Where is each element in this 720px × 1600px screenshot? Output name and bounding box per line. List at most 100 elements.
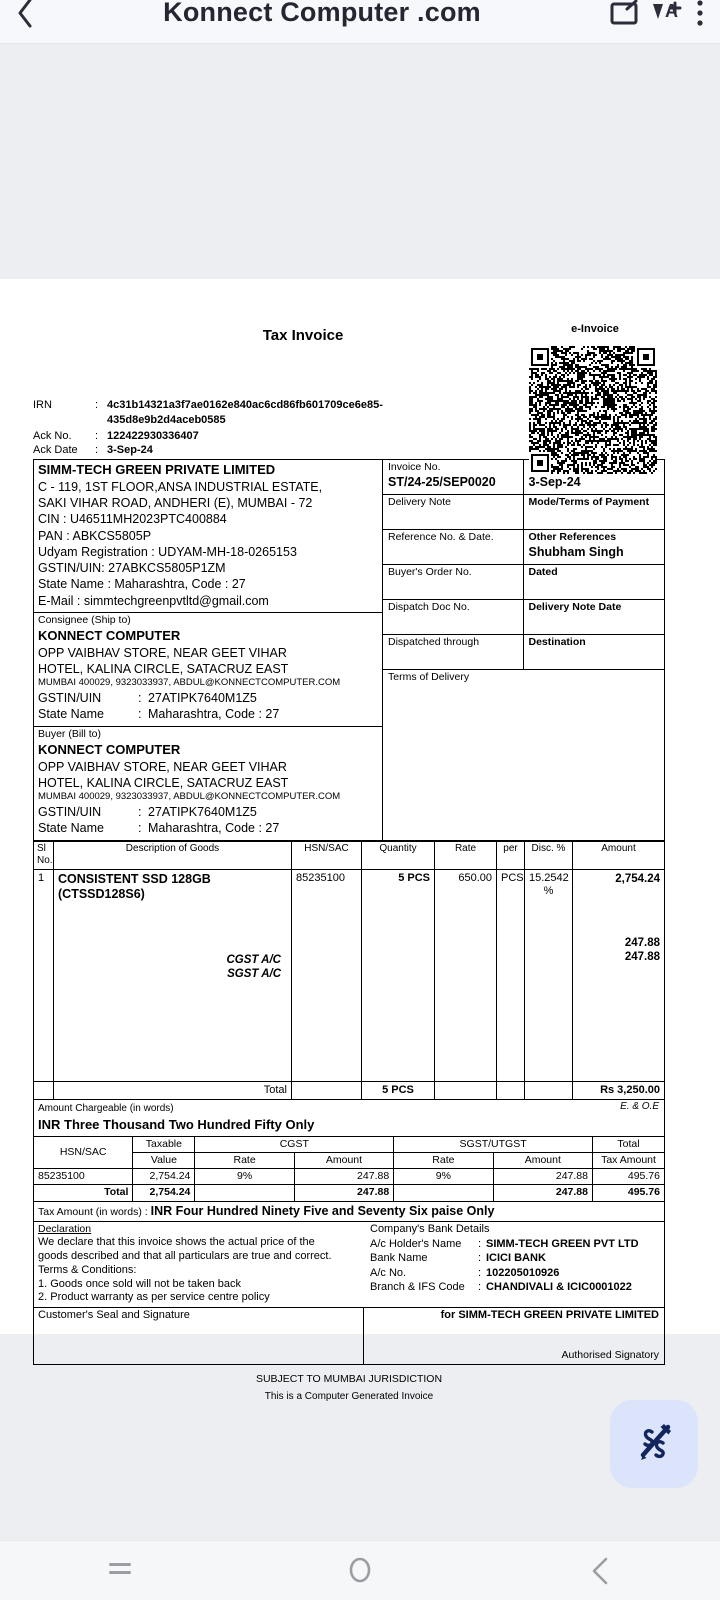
invoice-detail-left: Dispatched through: [383, 635, 524, 669]
android-navigation-bar: [0, 1540, 720, 1600]
invoice-detail-left-label: Terms of Delivery: [388, 671, 470, 683]
invoice-detail-left: Reference No. & Date.: [383, 530, 524, 564]
back-chevron-icon: [583, 1551, 617, 1590]
ack-date-value: 3-Sep-24: [107, 444, 153, 457]
items-total-row: Total 5 PCS Rs 3,250.00: [33, 1080, 665, 1101]
invoice-document: Tax Invoice e-Invoice IRN : 4c31b14321a3…: [32, 299, 665, 1404]
item-amount: 2,754.24: [615, 872, 660, 885]
home-button[interactable]: [300, 1541, 420, 1600]
buyer-section-label: Buyer (Bill to): [34, 725, 382, 742]
tax-total-amount: 495.76: [592, 1184, 665, 1202]
parties-column: SIMM-TECH GREEN PRIVATE LIMITED C - 119,…: [34, 460, 383, 840]
item-quantity: 5 PCS: [361, 868, 435, 1082]
bank-ifsc-colon: :: [478, 1280, 482, 1293]
page-title: Tax Invoice: [262, 327, 344, 344]
item-per: PCS: [496, 868, 525, 1082]
tax-col-cgst-rate: Rate: [194, 1152, 295, 1170]
tax-total-sgst-rate: [393, 1184, 494, 1202]
irn-row: IRN : 4c31b14321a3f7ae0162e840ac6cd86fb6…: [33, 399, 383, 413]
computer-generated-note: This is a Computer Generated Invoice: [264, 1391, 434, 1403]
terms-line-2: 2. Product warranty as per service centr…: [38, 1291, 270, 1304]
col-header-description: Description of Goods: [53, 840, 292, 870]
app-bar-title: Konnect Computer .com: [163, 0, 481, 27]
seller-state: State Name : Maharashtra, Code : 27: [38, 577, 246, 592]
consignee-state-value: Maharashtra, Code : 27: [148, 707, 280, 722]
tax-row-total-tax: 495.76: [592, 1168, 665, 1186]
bank-account-label: A/c No.: [370, 1266, 407, 1279]
back-chevron-icon[interactable]: [14, 0, 36, 30]
item-discount: 15.2542 %: [524, 868, 573, 1082]
buyer-address-2: HOTEL, KALINA CIRCLE, SATACRUZ EAST: [38, 775, 289, 790]
invoice-detail-right-value: 3-Sep-24: [528, 475, 581, 490]
invoice-sheet: Tax Invoice e-Invoice IRN : 4c31b14321a3…: [0, 279, 720, 1402]
invoice-detail-right: Delivery Note Date: [524, 600, 665, 634]
back-button[interactable]: [540, 1541, 660, 1600]
authorised-signatory-area: for SIMM-TECH GREEN PRIVATE LIMITED Auth…: [364, 1308, 664, 1364]
buyer-block: KONNECT COMPUTER OPP VAIBHAV STORE, NEAR…: [34, 742, 382, 840]
consignee-section-label: Consignee (Ship to): [34, 611, 382, 628]
more-options-icon[interactable]: [694, 0, 706, 29]
recents-button[interactable]: [60, 1541, 180, 1600]
tax-row-cgst-rate: 9%: [194, 1168, 295, 1186]
home-circle-icon: [343, 1551, 377, 1590]
ack-no-colon: :: [95, 429, 99, 442]
parties-and-details-block: SIMM-TECH GREEN PRIVATE LIMITED C - 119,…: [33, 459, 665, 841]
seller-address-1: C - 119, 1ST FLOOR,ANSA INDUSTRIAL ESTAT…: [38, 479, 323, 494]
invoice-details-column: Invoice No. ST/24-25/SEP0020 Dated 3-Sep-24…: [383, 460, 664, 840]
font-size-icon[interactable]: A: [650, 0, 684, 29]
invoice-detail-right-label: Mode/Terms of Payment: [528, 496, 650, 508]
items-table: Sl No. Description of Goods HSN/SAC Quan…: [33, 840, 665, 1101]
tax-col-taxable: Taxable: [132, 1136, 196, 1154]
terms-line-1: 1. Goods once sold will not be taken bac…: [38, 1277, 242, 1290]
consignee-gstin-value: 27ATIPK7640M1Z5: [148, 691, 257, 706]
col-header-amount: Amount: [572, 840, 665, 870]
invoice-header: Tax Invoice e-Invoice IRN : 4c31b14321a3…: [33, 299, 665, 474]
col-header-sl-line2: No.: [37, 855, 53, 867]
invoice-detail-row: Dispatch Doc No. Delivery Note Date: [383, 600, 664, 635]
buyer-gstin-colon: :: [138, 805, 142, 820]
consignee-state-row: State Name : Maharashtra, Code : 27: [38, 706, 378, 722]
tax-total-cgst: 247.88: [293, 1184, 395, 1202]
bank-account-colon: :: [478, 1266, 482, 1279]
terms-title: Terms & Conditions:: [38, 1263, 137, 1276]
invoice-detail-row: Delivery Note Mode/Terms of Payment: [383, 495, 664, 530]
document-viewport[interactable]: Tax Invoice e-Invoice IRN : 4c31b14321a3…: [0, 44, 720, 1600]
invoice-detail-row: Reference No. & Date. Other References Shu…: [383, 530, 664, 565]
bank-details-block: Company's Bank Details A/c Holder's Name…: [364, 1222, 664, 1307]
signature-fab-button[interactable]: [610, 1400, 698, 1488]
bank-account-value: 102205010926: [486, 1266, 560, 1279]
bank-holder-colon: :: [478, 1237, 482, 1250]
tax-total-taxable: 2,754.24: [132, 1184, 196, 1202]
tax-row-sgst-rate: 9%: [393, 1168, 494, 1186]
tax-row-cgst-amount: 247.88: [293, 1168, 395, 1186]
bank-account-row: A/c No. : 102205010926: [370, 1266, 660, 1280]
share-image-icon[interactable]: [608, 0, 640, 29]
invoice-detail-left-label: Buyer's Order No.: [388, 566, 472, 578]
consignee-gstin-label: GSTIN/UIN: [38, 691, 102, 706]
col-header-per: per: [496, 840, 525, 870]
bank-name-label: Bank Name: [370, 1252, 428, 1265]
item-amount-cell: 2,754.24 247.88 247.88: [572, 868, 665, 1082]
invoice-detail-right: Destination: [524, 635, 665, 669]
invoice-detail-left: Delivery Note: [383, 495, 524, 529]
ack-date-colon: :: [95, 444, 99, 457]
irn-value-continued: 435d8e9b2d4aceb0585: [107, 413, 226, 426]
col-header-sl-line1: Sl: [37, 842, 46, 854]
col-header-disc: Disc. %: [524, 840, 573, 870]
declaration-block: Declaration We declare that this invoice…: [34, 1222, 364, 1307]
consignee-address-2: HOTEL, KALINA CIRCLE, SATACRUZ EAST: [38, 662, 289, 677]
col-header-quantity: Quantity: [361, 840, 435, 870]
bank-details-title: Company's Bank Details: [370, 1223, 490, 1236]
item-rate: 650.00: [434, 868, 497, 1082]
irn-value: 4c31b14321a3f7ae0162e840ac6cd86fb601709c…: [107, 399, 383, 411]
consignee-address-1: OPP VAIBHAV STORE, NEAR GEET VIHAR: [38, 645, 287, 660]
tax-row-sgst-amount: 247.88: [492, 1168, 594, 1186]
invoice-detail-left: Invoice No. ST/24-25/SEP0020: [383, 460, 524, 494]
einvoice-qr-code: [529, 346, 657, 474]
consignee-gstin-colon: :: [138, 691, 142, 706]
tax-col-taxable-value: Value: [132, 1152, 196, 1170]
consignee-address-3: MUMBAI 400029, 9323033937, ABDUL@KONNECT…: [38, 677, 341, 689]
tax-col-sgst-rate: Rate: [393, 1152, 494, 1170]
amount-in-words: INR Three Thousand Two Hundred Fifty Onl…: [38, 1116, 315, 1132]
tax-col-hsn: HSN/SAC: [32, 1136, 134, 1170]
